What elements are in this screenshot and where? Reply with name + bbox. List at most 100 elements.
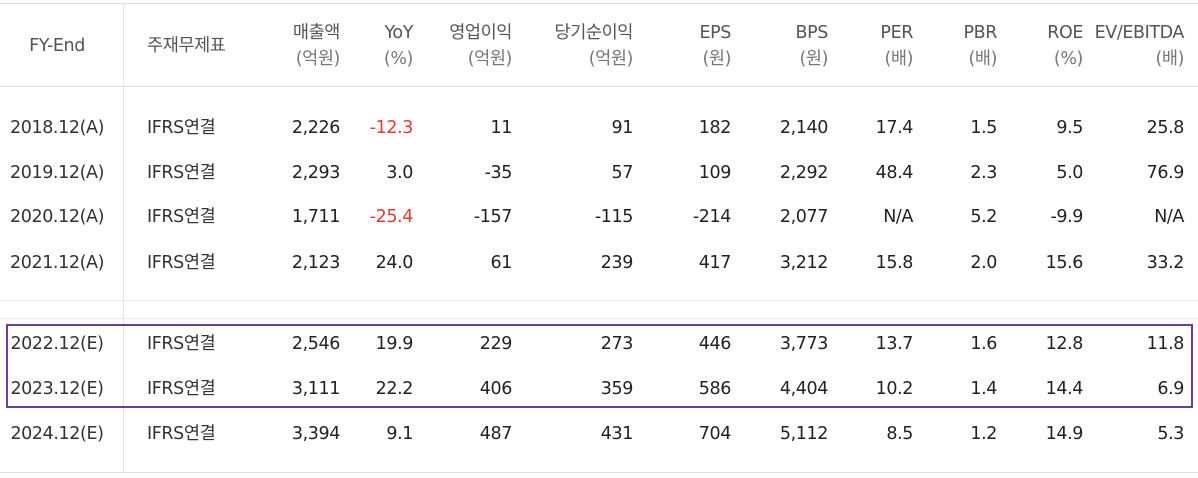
- cell-net-income: 273: [600, 334, 634, 354]
- header-eps: EPS: [699, 23, 731, 43]
- cell-pbr: 1.6: [970, 334, 997, 354]
- cell-fy-end: 2019.12(A): [10, 163, 104, 183]
- header-operating-income-unit: (억원): [467, 49, 513, 69]
- cell-revenue: 3,394: [291, 424, 341, 444]
- cell-pbr: 2.3: [970, 163, 997, 183]
- cell-statement: IFRS연결: [147, 379, 216, 399]
- cell-bps: 3,773: [779, 334, 829, 354]
- cell-per: 17.4: [875, 118, 914, 138]
- cell-eps: -214: [692, 207, 732, 227]
- cell-bps: 2,140: [779, 118, 829, 138]
- header-per: PER: [880, 23, 913, 43]
- cell-eps: 586: [698, 379, 732, 399]
- header-ev-ebitda: EV/EBITDA: [1094, 23, 1185, 43]
- cell-eps: 109: [698, 163, 732, 183]
- cell-operating-income: 61: [490, 253, 513, 273]
- cell-yoy: -12.3: [369, 118, 414, 138]
- cell-per: 15.8: [875, 253, 914, 273]
- cell-eps: 417: [698, 253, 732, 273]
- cell-net-income: 431: [600, 424, 634, 444]
- header-net-income: 당기순이익: [554, 23, 634, 43]
- header-bottom-border: [0, 86, 1198, 87]
- cell-yoy: 24.0: [375, 253, 414, 273]
- cell-eps: 182: [698, 118, 732, 138]
- header-pbr-unit: (배): [968, 49, 997, 69]
- cell-roe: 15.6: [1045, 253, 1084, 273]
- table-top-border: [0, 3, 1198, 4]
- cell-roe: 14.9: [1045, 424, 1084, 444]
- cell-bps: 2,292: [779, 163, 829, 183]
- header-yoy: YoY: [384, 23, 413, 43]
- cell-bps: 2,077: [779, 207, 829, 227]
- cell-ev-ebitda: 6.9: [1157, 379, 1184, 399]
- header-roe: ROE: [1047, 23, 1083, 43]
- cell-roe: -9.9: [1050, 207, 1083, 227]
- cell-net-income: 57: [611, 163, 634, 183]
- cell-net-income: 359: [600, 379, 634, 399]
- cell-pbr: 1.5: [970, 118, 997, 138]
- cell-fy-end: 2021.12(A): [10, 253, 104, 273]
- header-bps: BPS: [795, 23, 829, 43]
- cell-revenue: 2,293: [291, 163, 341, 183]
- cell-revenue: 1,711: [291, 207, 341, 227]
- cell-roe: 5.0: [1056, 163, 1083, 183]
- cell-roe: 12.8: [1045, 334, 1084, 354]
- header-statement: 주재무제표: [147, 36, 226, 56]
- table-bottom-border: [0, 472, 1198, 473]
- cell-statement: IFRS연결: [147, 118, 216, 138]
- header-net-income-unit: (억원): [588, 49, 634, 69]
- cell-fy-end: 2023.12(E): [10, 379, 104, 399]
- cell-statement: IFRS연결: [147, 424, 216, 444]
- cell-pbr: 1.4: [970, 379, 997, 399]
- cell-operating-income: 229: [479, 334, 513, 354]
- cell-net-income: 239: [600, 253, 634, 273]
- header-revenue: 매출액: [292, 23, 341, 43]
- cell-per: 8.5: [886, 424, 913, 444]
- cell-eps: 446: [698, 334, 732, 354]
- cell-roe: 9.5: [1056, 118, 1083, 138]
- cell-operating-income: 487: [479, 424, 513, 444]
- cell-pbr: 5.2: [970, 207, 997, 227]
- cell-pbr: 2.0: [970, 253, 997, 273]
- cell-fy-end: 2018.12(A): [10, 118, 104, 138]
- header-fy-end: FY-End: [29, 36, 85, 56]
- column-divider: [123, 3, 124, 473]
- cell-yoy: 19.9: [375, 334, 414, 354]
- cell-revenue: 3,111: [291, 379, 341, 399]
- cell-net-income: 91: [611, 118, 634, 138]
- cell-ev-ebitda: 76.9: [1146, 163, 1185, 183]
- cell-fy-end: 2022.12(E): [10, 334, 104, 354]
- cell-per: 10.2: [875, 379, 914, 399]
- cell-ev-ebitda: N/A: [1154, 207, 1184, 227]
- section-divider-top: [0, 300, 1198, 301]
- cell-operating-income: 11: [490, 118, 513, 138]
- cell-pbr: 1.2: [970, 424, 997, 444]
- cell-eps: 704: [698, 424, 732, 444]
- cell-per: N/A: [883, 207, 913, 227]
- cell-operating-income: 406: [479, 379, 513, 399]
- cell-yoy: 22.2: [375, 379, 414, 399]
- header-eps-unit: (원): [702, 49, 731, 69]
- cell-operating-income: -35: [484, 163, 513, 183]
- cell-bps: 5,112: [779, 424, 829, 444]
- header-yoy-unit: (%): [383, 49, 413, 69]
- header-revenue-unit: (억원): [295, 49, 341, 69]
- cell-fy-end: 2020.12(A): [10, 207, 104, 227]
- cell-yoy: 3.0: [386, 163, 413, 183]
- cell-statement: IFRS연결: [147, 207, 216, 227]
- cell-per: 13.7: [875, 334, 914, 354]
- header-roe-unit: (%): [1053, 49, 1083, 69]
- cell-operating-income: -157: [473, 207, 513, 227]
- section-divider-bottom: [0, 318, 1198, 319]
- cell-yoy: -25.4: [369, 207, 414, 227]
- cell-net-income: -115: [594, 207, 634, 227]
- cell-statement: IFRS연결: [147, 163, 216, 183]
- cell-revenue: 2,226: [291, 118, 341, 138]
- cell-ev-ebitda: 33.2: [1146, 253, 1185, 273]
- header-pbr: PBR: [963, 23, 997, 43]
- cell-roe: 14.4: [1045, 379, 1084, 399]
- cell-ev-ebitda: 25.8: [1146, 118, 1185, 138]
- header-ev-ebitda-unit: (배): [1155, 49, 1184, 69]
- header-operating-income: 영업이익: [449, 23, 512, 43]
